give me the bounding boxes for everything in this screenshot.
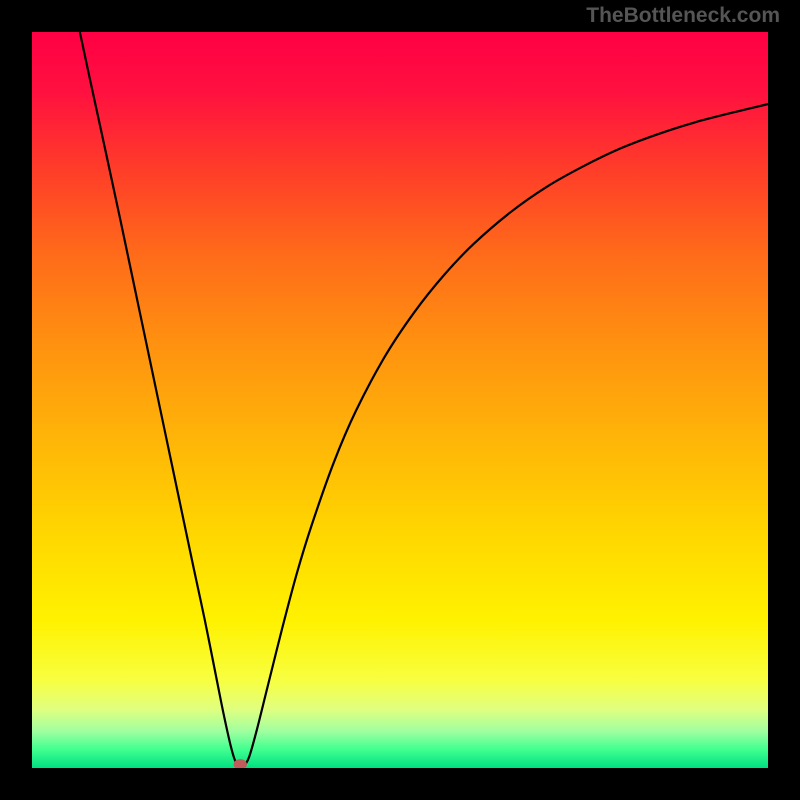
plot-area [32,32,768,768]
watermark-text: TheBottleneck.com [586,4,780,28]
chart-container: TheBottleneck.com [0,0,800,800]
bottleneck-curve [32,32,768,768]
curve-path [80,32,768,767]
